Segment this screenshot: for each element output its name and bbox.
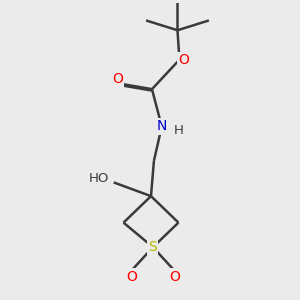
Text: O: O [126, 270, 137, 283]
Text: O: O [112, 72, 123, 86]
Text: O: O [169, 270, 180, 283]
Text: S: S [148, 240, 157, 254]
Text: N: N [157, 119, 167, 134]
Text: HO: HO [88, 172, 109, 185]
Text: O: O [178, 53, 189, 67]
Text: H: H [173, 124, 183, 137]
